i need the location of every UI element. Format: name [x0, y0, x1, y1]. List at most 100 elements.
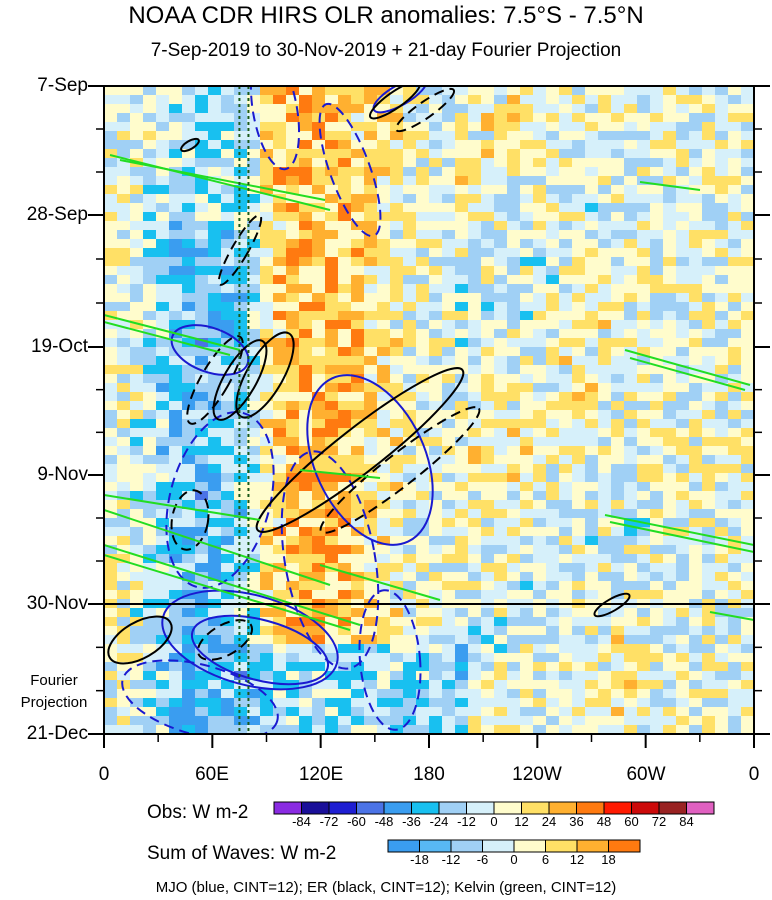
olr-cell — [715, 527, 728, 536]
olr-cell — [234, 113, 247, 122]
olr-cell — [702, 194, 715, 203]
olr-cell — [494, 401, 507, 410]
olr-cell — [234, 257, 247, 266]
olr-cell — [208, 302, 221, 311]
olr-cell — [637, 95, 650, 104]
olr-cell — [494, 491, 507, 500]
kelvin-contour — [104, 509, 331, 586]
olr-cell — [585, 491, 598, 500]
olr-cell — [728, 527, 741, 536]
olr-cell — [533, 338, 546, 347]
olr-cell — [377, 284, 390, 293]
olr-cell — [741, 500, 754, 509]
olr-cell — [442, 689, 455, 698]
olr-cell — [195, 464, 208, 473]
olr-cell — [429, 338, 442, 347]
olr-cell — [585, 716, 598, 725]
olr-cell — [520, 653, 533, 662]
olr-cell — [377, 338, 390, 347]
olr-cell — [715, 140, 728, 149]
olr-cell — [481, 95, 494, 104]
olr-cell — [663, 419, 676, 428]
olr-cell — [221, 257, 234, 266]
olr-cell — [195, 248, 208, 257]
olr-cell — [182, 176, 195, 185]
olr-cell — [546, 554, 559, 563]
olr-cell — [650, 293, 663, 302]
olr-cell — [637, 329, 650, 338]
olr-cell — [663, 725, 676, 734]
colorbar-tick-label: -24 — [429, 814, 449, 829]
olr-cell — [182, 554, 195, 563]
olr-cell — [598, 698, 611, 707]
olr-cell — [195, 275, 208, 284]
olr-cell — [702, 95, 715, 104]
olr-cell — [403, 302, 416, 311]
olr-cell — [598, 527, 611, 536]
olr-cell — [598, 104, 611, 113]
olr-cell — [130, 635, 143, 644]
olr-cell — [702, 365, 715, 374]
olr-cell — [429, 86, 442, 95]
olr-cell — [130, 293, 143, 302]
olr-cell — [663, 563, 676, 572]
olr-cell — [689, 239, 702, 248]
olr-cell — [715, 320, 728, 329]
olr-cell — [624, 455, 637, 464]
olr-cell — [169, 392, 182, 401]
olr-cell — [234, 581, 247, 590]
olr-cell — [182, 653, 195, 662]
olr-cell — [364, 392, 377, 401]
olr-cell — [117, 491, 130, 500]
olr-cell — [702, 329, 715, 338]
olr-cell — [455, 104, 468, 113]
olr-cell — [585, 284, 598, 293]
olr-cell — [598, 230, 611, 239]
olr-cell — [715, 410, 728, 419]
olr-cell — [468, 626, 481, 635]
olr-cell — [676, 572, 689, 581]
olr-cell — [611, 581, 624, 590]
olr-cell — [273, 554, 286, 563]
olr-cell — [455, 158, 468, 167]
olr-cell — [520, 167, 533, 176]
olr-cell — [507, 311, 520, 320]
olr-cell — [234, 554, 247, 563]
olr-cell — [728, 338, 741, 347]
olr-cell — [689, 338, 702, 347]
olr-cell — [221, 230, 234, 239]
olr-cell — [143, 491, 156, 500]
olr-cell — [169, 626, 182, 635]
olr-cell — [169, 284, 182, 293]
olr-cell — [676, 365, 689, 374]
olr-cell — [507, 293, 520, 302]
olr-cell — [520, 662, 533, 671]
olr-cell — [130, 194, 143, 203]
olr-cell — [338, 302, 351, 311]
olr-cell — [234, 275, 247, 284]
olr-cell — [351, 113, 364, 122]
olr-cell — [624, 437, 637, 446]
olr-cell — [234, 212, 247, 221]
olr-cell — [143, 212, 156, 221]
olr-cell — [520, 482, 533, 491]
kelvin-contour — [104, 494, 261, 521]
olr-cell — [715, 311, 728, 320]
olr-cell — [247, 509, 260, 518]
olr-cell — [728, 257, 741, 266]
olr-cell — [728, 329, 741, 338]
olr-cell — [494, 554, 507, 563]
olr-cell — [390, 653, 403, 662]
olr-cell — [325, 383, 338, 392]
olr-cell — [533, 419, 546, 428]
olr-cell — [520, 527, 533, 536]
olr-cell — [156, 131, 169, 140]
olr-cell — [650, 338, 663, 347]
olr-cell — [117, 419, 130, 428]
olr-cell — [494, 410, 507, 419]
olr-cell — [130, 401, 143, 410]
olr-cell — [325, 644, 338, 653]
olr-cell — [715, 275, 728, 284]
olr-cell — [286, 86, 299, 95]
olr-cell — [598, 653, 611, 662]
